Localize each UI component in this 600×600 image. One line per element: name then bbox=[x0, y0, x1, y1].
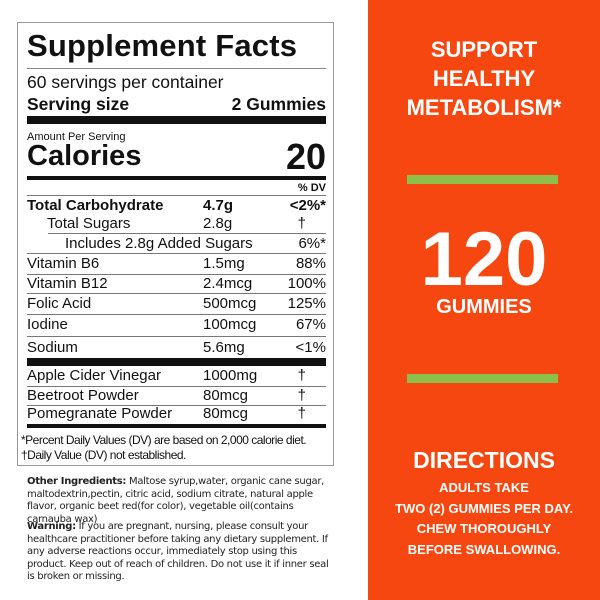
accent-bar bbox=[407, 374, 558, 383]
directions-line: CHEW THOROUGHLY bbox=[416, 521, 552, 536]
headline-line: HEALTHY bbox=[432, 66, 536, 91]
nutrient-amount: 2.8g bbox=[203, 215, 233, 232]
other-ingredients: Other Ingredients: Maltose syrup,water, … bbox=[27, 476, 337, 526]
directions-line: BEFORE SWALLOWING. bbox=[407, 541, 561, 557]
nutrient-amount: 5.6mg bbox=[203, 339, 245, 356]
nutrient-amount: 4.7g bbox=[203, 197, 234, 214]
ingredient-row: Pomegranate Powder 80mcg † bbox=[27, 404, 326, 424]
other-ingredients-label: Other Ingredients: bbox=[27, 476, 127, 487]
nutrient-row: Total Carbohydrate 4.7g <2%* bbox=[27, 196, 326, 216]
ingredient-name: Apple Cider Vinegar bbox=[27, 367, 161, 384]
warning: Warning: If you are pregnant, nursing, p… bbox=[27, 521, 337, 584]
divider bbox=[48, 233, 326, 234]
warning-label: Warning: bbox=[27, 521, 76, 532]
other-ingredients-text: Maltose syrup,water, organic cane sugar,… bbox=[27, 476, 325, 525]
directions-text: ADULTS TAKE TWO (2) GUMMIES PER DAY. CHE… bbox=[368, 478, 600, 560]
divider bbox=[27, 336, 326, 337]
warning-text: If you are pregnant, nursing, please con… bbox=[27, 521, 329, 582]
divider bbox=[27, 195, 326, 196]
directions-line: ADULTS TAKE bbox=[439, 480, 529, 495]
nutrient-row: Sodium 5.6mg <1% bbox=[27, 338, 326, 358]
footnote-dv: *Percent Daily Values (DV) are based on … bbox=[21, 433, 307, 447]
ingredient-amount: 80mcg bbox=[203, 405, 249, 422]
nutrient-amount: 100mcg bbox=[203, 316, 257, 333]
nutrient-name: Total Carbohydrate bbox=[27, 197, 164, 214]
ingredient-dv: † bbox=[297, 367, 306, 384]
medium-divider bbox=[27, 424, 326, 428]
calories-value: 20 bbox=[285, 136, 326, 177]
headline: SUPPORT HEALTHY METABOLISM* bbox=[368, 35, 600, 122]
nutrient-name: Folic Acid bbox=[27, 295, 92, 312]
nutrient-row: Folic Acid 500mcg 125% bbox=[27, 294, 326, 314]
servings-per-container: 60 servings per container bbox=[27, 72, 224, 92]
gummy-count: 120 bbox=[420, 217, 548, 302]
divider bbox=[27, 68, 326, 69]
nutrient-name: Total Sugars bbox=[47, 215, 131, 232]
serving-size-label: Serving size bbox=[27, 94, 130, 114]
divider bbox=[27, 293, 326, 294]
nutrient-dv: 100% bbox=[287, 275, 326, 292]
nutrient-dv: † bbox=[297, 215, 306, 232]
nutrient-name: Iodine bbox=[27, 316, 68, 333]
ingredient-row: Beetroot Powder 80mcg † bbox=[27, 386, 326, 406]
nutrient-name: Vitamin B12 bbox=[27, 275, 108, 292]
divider bbox=[27, 314, 326, 315]
nutrient-amount: 2.4mcg bbox=[203, 275, 253, 292]
ingredient-row: Apple Cider Vinegar 1000mg † bbox=[27, 366, 326, 386]
nutrient-dv: <1% bbox=[295, 339, 326, 356]
ingredient-dv: † bbox=[297, 387, 306, 404]
headline-line: METABOLISM* bbox=[406, 95, 562, 120]
divider bbox=[27, 253, 326, 254]
accent-bar bbox=[407, 175, 558, 184]
ingredient-amount: 1000mg bbox=[203, 367, 258, 384]
nutrient-dv: 6%* bbox=[298, 235, 326, 252]
divider bbox=[27, 386, 326, 387]
headline-line: SUPPORT bbox=[430, 37, 538, 62]
nutrient-row: Includes 2.8g Added Sugars 6%* bbox=[27, 234, 326, 254]
nutrient-name: Vitamin B6 bbox=[27, 255, 100, 272]
nutrient-dv: 67% bbox=[295, 316, 326, 333]
nutrient-name: Includes 2.8g Added Sugars bbox=[65, 235, 253, 252]
calories-label: Calories bbox=[27, 140, 142, 172]
nutrient-dv: 125% bbox=[287, 295, 326, 312]
directions-line: TWO (2) GUMMIES PER DAY. bbox=[395, 500, 573, 516]
label-title: Supplement Facts bbox=[27, 28, 298, 63]
amount-per-serving: Amount Per Serving bbox=[27, 131, 126, 143]
product-panel: SUPPORT HEALTHY METABOLISM* 120 GUMMIES … bbox=[368, 0, 600, 600]
nutrient-row: Iodine 100mcg 67% bbox=[27, 315, 326, 335]
serving-size-value: 2 Gummies bbox=[231, 94, 326, 114]
nutrient-row: Total Sugars 2.8g † bbox=[27, 214, 326, 234]
dv-header: % DV bbox=[297, 182, 326, 194]
thick-divider bbox=[27, 116, 326, 124]
footnote-dagger: †Daily Value (DV) not established. bbox=[21, 448, 186, 462]
ingredient-dv: † bbox=[297, 405, 306, 422]
supplement-facts-panel bbox=[17, 22, 334, 466]
medium-divider bbox=[27, 176, 326, 180]
nutrient-dv: 88% bbox=[295, 255, 326, 272]
ingredient-name: Beetroot Powder bbox=[27, 387, 139, 404]
nutrient-amount: 500mcg bbox=[203, 295, 257, 312]
directions-title: DIRECTIONS bbox=[413, 447, 555, 473]
gummy-unit: GUMMIES bbox=[436, 296, 532, 318]
nutrient-dv: <2%* bbox=[289, 197, 326, 214]
divider bbox=[27, 405, 326, 406]
nutrient-name: Sodium bbox=[27, 339, 78, 356]
ingredient-name: Pomegranate Powder bbox=[27, 405, 173, 422]
nutrient-row: Vitamin B12 2.4mcg 100% bbox=[27, 274, 326, 294]
nutrient-row: Vitamin B6 1.5mg 88% bbox=[27, 254, 326, 274]
thick-divider bbox=[27, 358, 326, 366]
ingredient-amount: 80mcg bbox=[203, 387, 249, 404]
divider bbox=[27, 274, 326, 275]
nutrient-amount: 1.5mg bbox=[203, 255, 245, 272]
